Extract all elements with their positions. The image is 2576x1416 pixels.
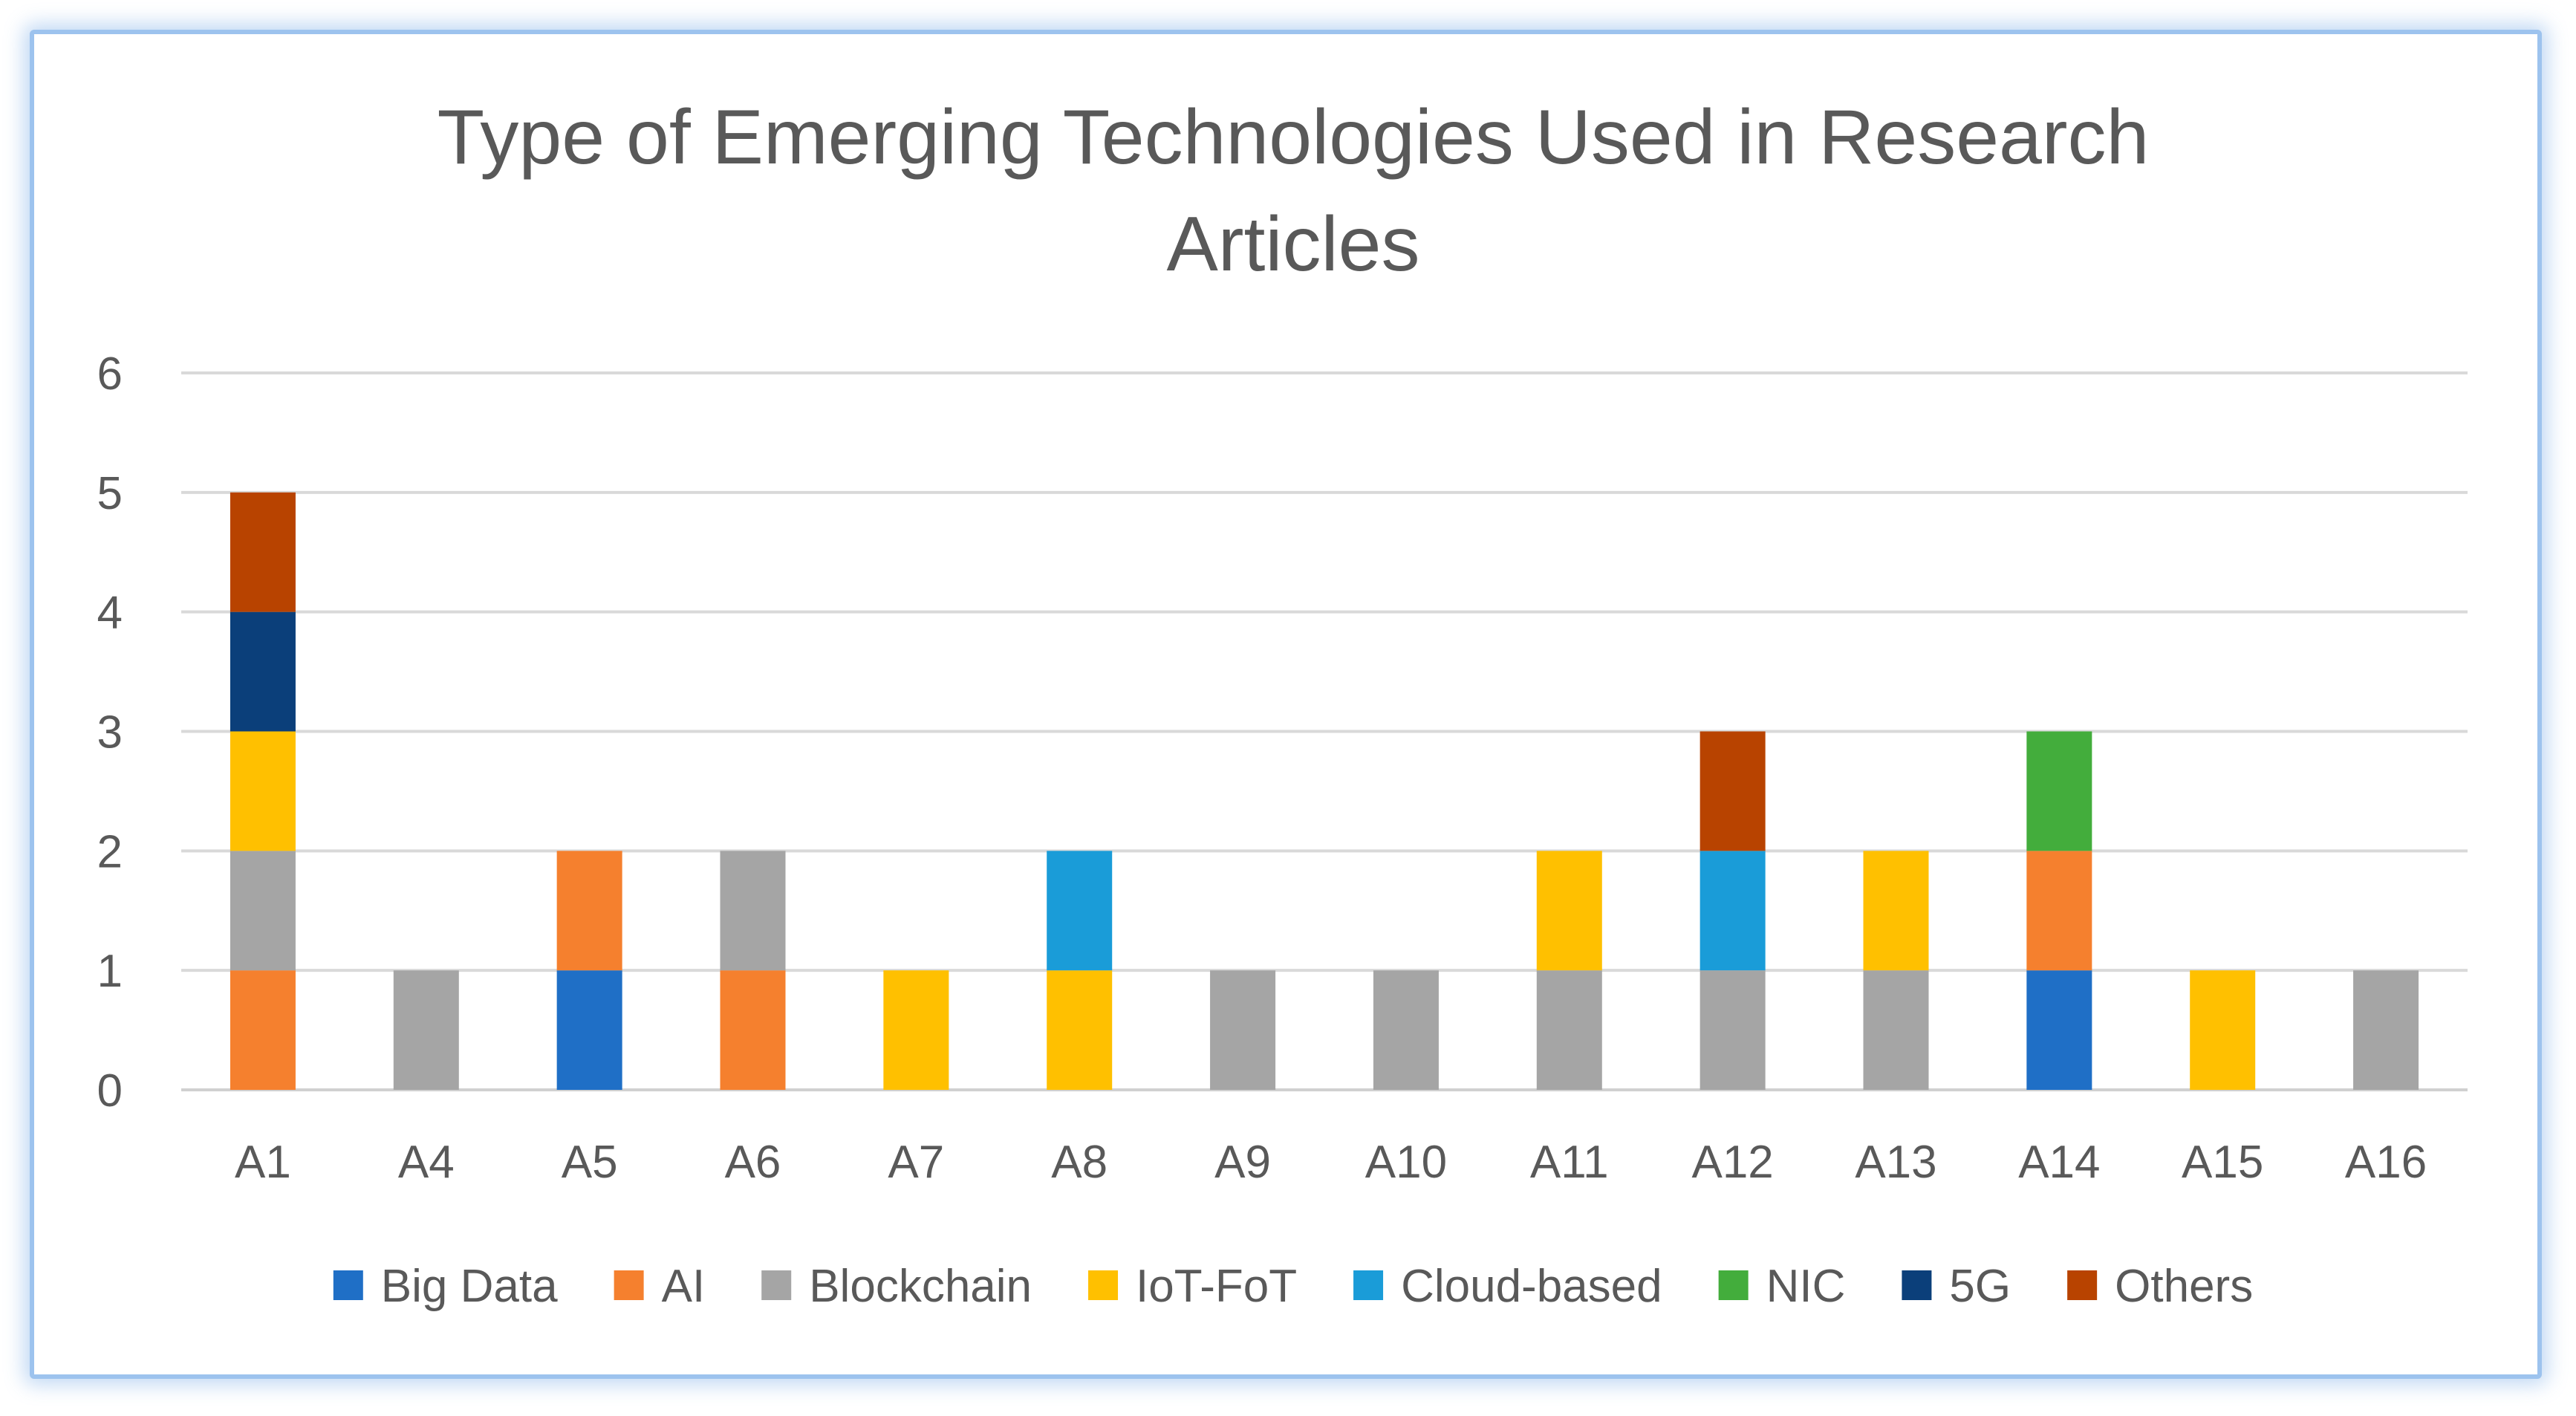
bar-a1-iot-fot (230, 731, 296, 851)
y-tick-label: 5 (97, 468, 123, 519)
y-tick-label: 2 (97, 826, 123, 877)
bar-a13-iot-fot (1863, 851, 1929, 971)
legend-label-iot-fot: IoT-FoT (1136, 1261, 1297, 1312)
bar-a14-big-data (2026, 970, 2092, 1090)
y-tick-label: 1 (97, 946, 123, 997)
legend-label-others: Others (2115, 1261, 2253, 1312)
x-tick-label-a14: A14 (2018, 1137, 2100, 1188)
x-axis-tick-labels: A1 A4 A5 A6 A7 A8 A9 A10 A11 A12 A13 A14 A15 A16 (235, 1137, 2427, 1188)
chart-frame (30, 30, 2542, 1379)
chart-title-line-2: Articles (1167, 201, 1420, 288)
bars (230, 492, 2419, 1090)
legend-label-blockchain: Blockchain (809, 1261, 1032, 1312)
bar-a6-ai (720, 970, 786, 1090)
x-tick-label-a6: A6 (725, 1137, 781, 1188)
legend-swatch-iot-fot (1088, 1270, 1119, 1300)
legend-swatch-cloud-based (1353, 1270, 1384, 1300)
x-tick-label-a9: A9 (1214, 1137, 1271, 1188)
legend: Big Data AI Blockchain IoT-FoT Cloud-based NI… (333, 1261, 2253, 1312)
gridlines (181, 371, 2468, 1091)
x-tick-label-a15: A15 (2182, 1137, 2263, 1188)
bar-a1-blockchain (230, 851, 296, 971)
legend-swatch-big-data (333, 1270, 363, 1300)
bar-a1-ai (230, 970, 296, 1090)
legend-swatch-nic (1718, 1270, 1749, 1300)
chart-title: Type of Emerging Technologies Used in Re… (438, 94, 2150, 288)
bar-a5-ai (556, 851, 622, 971)
x-tick-label-a11: A11 (1530, 1137, 1609, 1188)
x-tick-label-a8: A8 (1051, 1137, 1108, 1188)
y-axis-tick-labels: 0 1 2 3 4 5 6 (97, 348, 123, 1117)
chart-title-line-1: Type of Emerging Technologies Used in Re… (438, 94, 2150, 181)
legend-swatch-ai (614, 1270, 644, 1300)
x-tick-label-a10: A10 (1365, 1137, 1447, 1188)
bar-a4-blockchain (393, 970, 459, 1090)
bar-a16-blockchain (2353, 970, 2419, 1090)
bar-a1-5g (230, 611, 296, 732)
bar-a13-blockchain (1863, 970, 1929, 1090)
bar-a11-blockchain (1536, 970, 1602, 1090)
bar-a8-cloud-based (1047, 851, 1113, 971)
x-tick-label-a16: A16 (2345, 1137, 2427, 1188)
legend-swatch-5g (1902, 1270, 1932, 1300)
legend-label-ai: AI (662, 1261, 706, 1312)
x-tick-label-a12: A12 (1691, 1137, 1773, 1188)
bar-a9-blockchain (1210, 970, 1276, 1090)
y-tick-label: 3 (97, 707, 123, 759)
bar-a15-iot-fot (2190, 970, 2256, 1090)
legend-swatch-blockchain (761, 1270, 792, 1300)
legend-label-big-data: Big Data (381, 1261, 558, 1312)
bar-a14-nic (2026, 731, 2092, 851)
x-tick-label-a1: A1 (235, 1137, 291, 1188)
bar-a12-cloud-based (1700, 851, 1766, 971)
bar-a12-blockchain (1700, 970, 1766, 1090)
y-tick-label: 0 (97, 1065, 123, 1117)
legend-swatch-others (2067, 1270, 2098, 1300)
bar-a10-blockchain (1373, 970, 1439, 1090)
legend-label-nic: NIC (1766, 1261, 1846, 1312)
bar-a7-iot-fot (883, 970, 949, 1090)
bar-a8-iot-fot (1047, 970, 1113, 1090)
bar-a1-others (230, 492, 296, 612)
x-tick-label-a4: A4 (398, 1137, 455, 1188)
bar-a12-others (1700, 731, 1766, 851)
legend-label-cloud-based: Cloud-based (1401, 1261, 1662, 1312)
x-tick-label-a7: A7 (888, 1137, 944, 1188)
x-tick-label-a13: A13 (1855, 1137, 1936, 1188)
bar-a5-big-data (556, 970, 622, 1090)
y-tick-label: 6 (97, 348, 123, 400)
legend-label-5g: 5G (1949, 1261, 2011, 1312)
bar-a11-iot-fot (1536, 851, 1602, 971)
y-tick-label: 4 (97, 588, 123, 639)
x-tick-label-a5: A5 (562, 1137, 618, 1188)
bar-a6-blockchain (720, 851, 786, 971)
bar-a14-ai (2026, 851, 2092, 971)
